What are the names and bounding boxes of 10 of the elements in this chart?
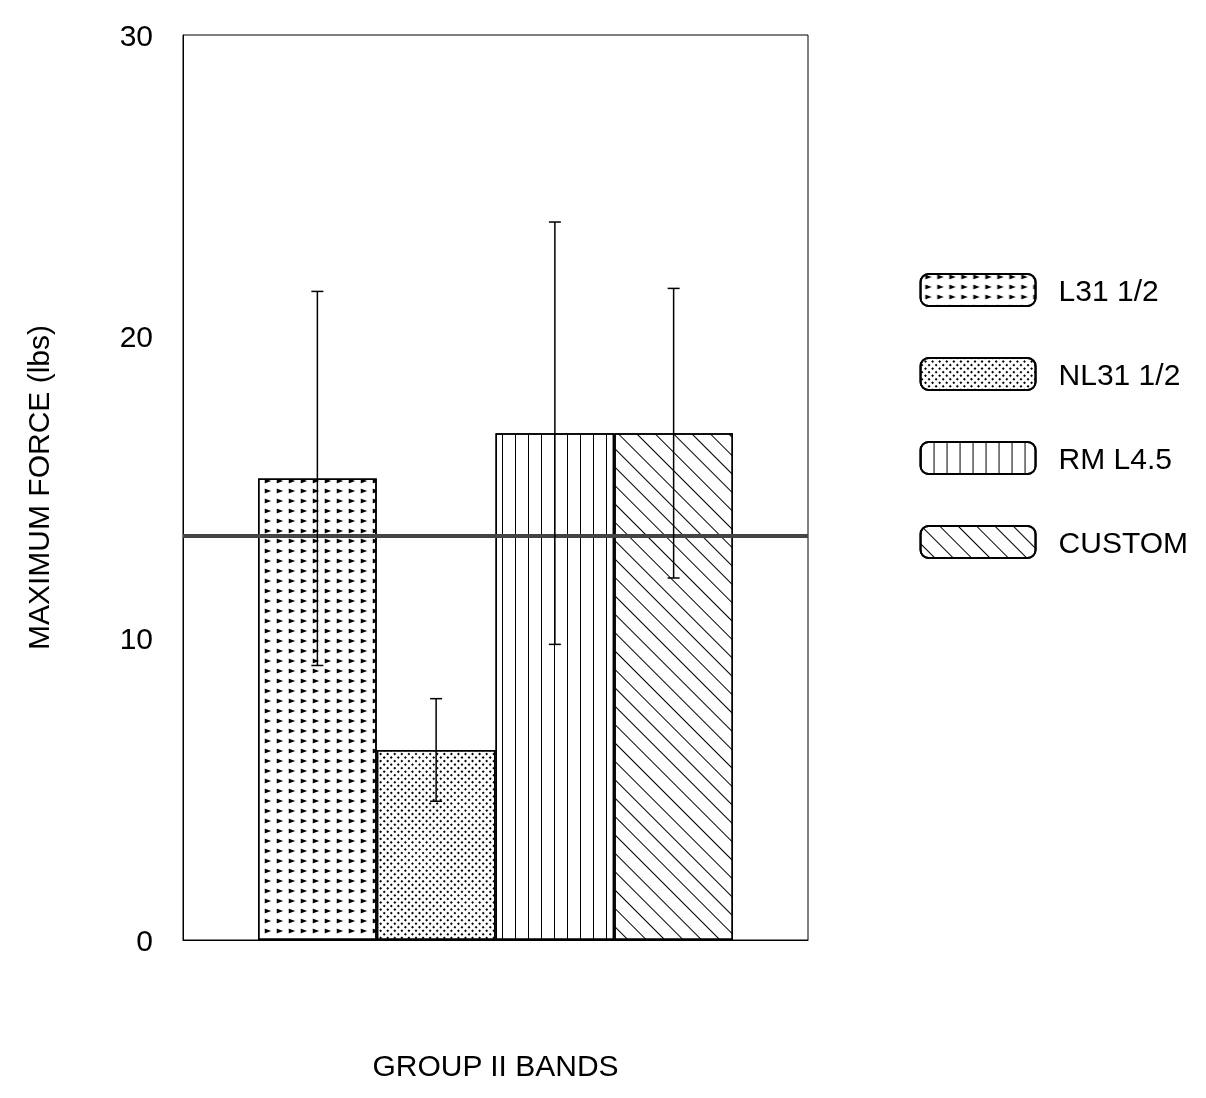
legend-label: CUSTOM [1058, 525, 1188, 559]
y-axis-title: MAXIMUM FORCE (lbs) [21, 325, 55, 650]
legend-label: NL31 1/2 [1058, 357, 1181, 391]
legend-label: RM L4.5 [1058, 441, 1172, 475]
legend-label: L31 1/2 [1058, 273, 1159, 307]
y-tick-label: 30 [119, 18, 153, 52]
y-tick-label: 0 [136, 923, 153, 957]
y-tick-label: 20 [119, 320, 153, 354]
y-tick-label: 10 [119, 621, 153, 655]
x-axis-title: GROUP II BANDS [372, 1048, 619, 1082]
